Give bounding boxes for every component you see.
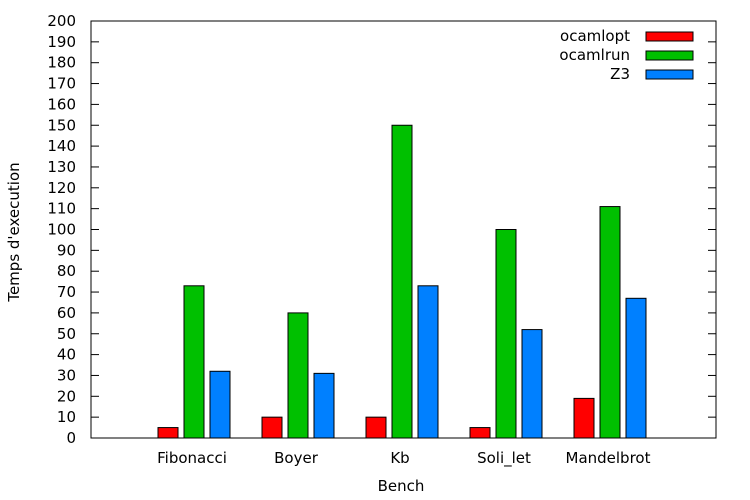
y-tick-label: 200 — [47, 12, 76, 30]
bar-ocamlopt — [261, 416, 283, 439]
y-tick-label: 150 — [47, 116, 76, 134]
bar-ocamlrun — [183, 285, 205, 439]
y-tick-label: 60 — [57, 304, 76, 322]
bar-z3 — [209, 370, 231, 439]
y-tick-label: 120 — [47, 179, 76, 197]
y-tick-label: 40 — [57, 346, 76, 364]
bars — [157, 124, 647, 439]
x-tick-label: Soli_let — [477, 449, 531, 468]
y-tick-label: 110 — [47, 200, 76, 218]
bar-z3 — [625, 297, 647, 439]
x-axis-label: Bench — [378, 477, 425, 495]
y-tick-label: 90 — [57, 241, 76, 259]
y-tick-label: 140 — [47, 137, 76, 155]
y-tick-label: 190 — [47, 33, 76, 51]
bar-z3 — [521, 329, 543, 439]
y-tick-label: 130 — [47, 158, 76, 176]
x-axis: Fibonacci Boyer Kb Soli_let Mandelbrot — [157, 430, 651, 468]
legend-label: ocamlopt — [560, 27, 630, 45]
x-tick-label: Mandelbrot — [566, 449, 651, 467]
bar-ocamlopt — [157, 427, 179, 439]
y-axis-label: Temps d'execution — [5, 162, 23, 302]
x-tick-label: Fibonacci — [157, 449, 227, 467]
y-tick-label: 30 — [57, 366, 76, 384]
bar-z3 — [417, 285, 439, 439]
y-tick-label: 70 — [57, 283, 76, 301]
x-tick-label: Kb — [390, 449, 409, 467]
bar-ocamlrun — [599, 206, 621, 439]
bar-ocamlrun — [495, 229, 517, 439]
x-tick-label: Boyer — [274, 449, 319, 467]
y-tick-label: 100 — [47, 221, 76, 239]
y-tick-label: 50 — [57, 325, 76, 343]
legend-swatch — [645, 50, 694, 61]
bar-ocamlrun — [287, 312, 309, 439]
y-tick-label: 170 — [47, 75, 76, 93]
bar-ocamlopt — [365, 416, 387, 439]
y-tick-label: 0 — [66, 429, 76, 447]
bar-ocamlopt — [469, 427, 491, 439]
bar-ocamlrun — [391, 124, 413, 439]
y-axis: 0 10 20 30 40 50 60 70 80 90 100 110 120 130 140 150 160… — [47, 12, 716, 447]
y-tick-label: 10 — [57, 408, 76, 426]
legend-swatch — [645, 31, 694, 42]
y-tick-label: 80 — [57, 262, 76, 280]
legend-label: ocamlrun — [559, 46, 630, 64]
y-tick-label: 20 — [57, 387, 76, 405]
legend-swatch — [645, 69, 694, 80]
bar-z3 — [313, 372, 335, 439]
y-tick-label: 180 — [47, 54, 76, 72]
bar-ocamlopt — [573, 397, 595, 439]
y-tick-label: 160 — [47, 95, 76, 113]
legend-label: Z3 — [610, 65, 630, 83]
